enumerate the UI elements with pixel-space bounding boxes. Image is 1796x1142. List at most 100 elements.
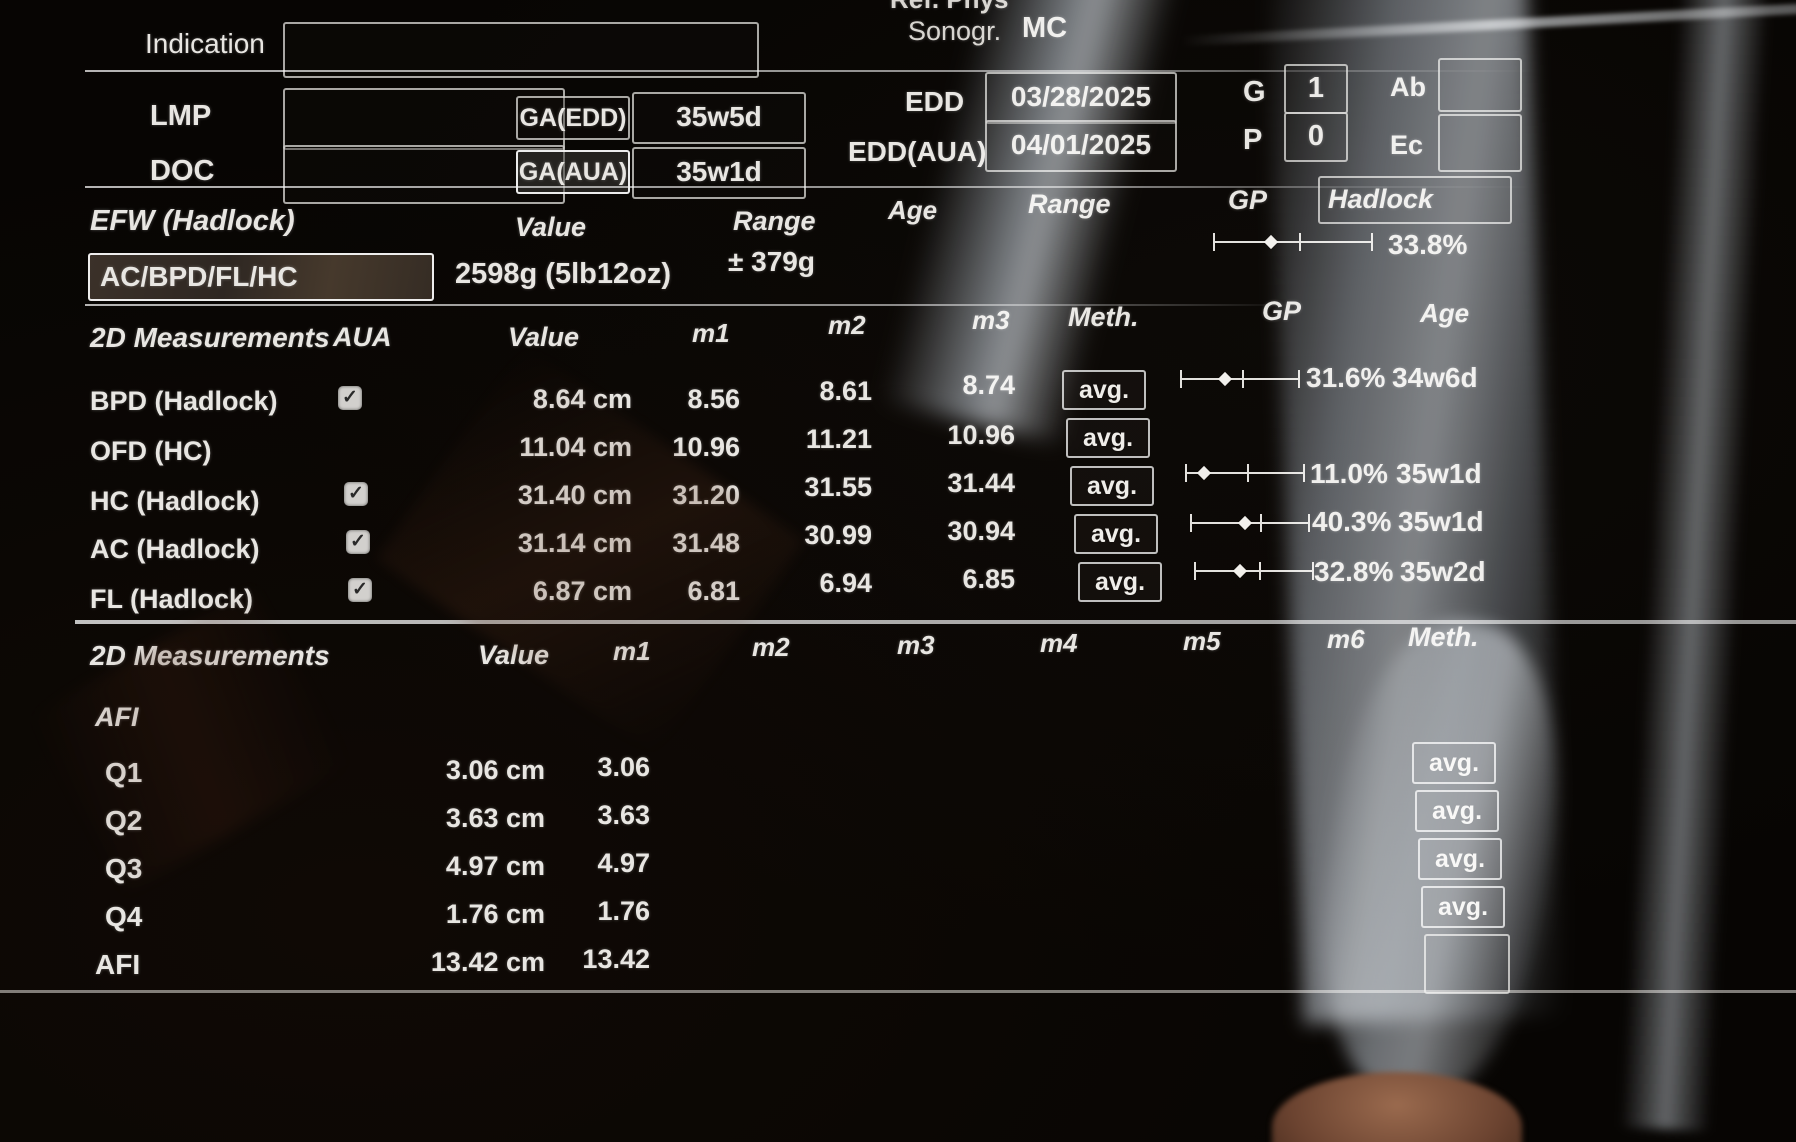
table1-col-gp: GP — [1262, 296, 1302, 326]
measurement-m2: 31.55 — [804, 472, 872, 502]
measurement-m1: 31.48 — [645, 528, 740, 559]
meth-avg-button[interactable]: avg. — [1066, 418, 1150, 458]
para-value-box[interactable]: 0 — [1284, 112, 1348, 162]
measurement-value: 3.63 cm — [445, 803, 545, 833]
measurement-value: 31.14 cm — [420, 528, 632, 559]
measurement-row-label: AFI — [95, 949, 141, 980]
table2-col-m4: m4 — [1040, 628, 1078, 658]
smudge-artifact — [27, 588, 353, 892]
meth-avg-button[interactable]: avg. — [1421, 886, 1505, 928]
divider — [75, 620, 1796, 624]
ga-aua-value: 35w1d — [676, 156, 762, 187]
measurement-m1: 4.97 — [597, 848, 650, 878]
edd-aua-label: EDD(AUA) — [848, 136, 987, 167]
efw-gp-percentile-icon — [1213, 231, 1373, 253]
measurement-m2: 8.61 — [819, 376, 872, 406]
measurement-value: 1.76 cm — [445, 899, 545, 929]
ref-phys-label: Ref. Phys — [890, 0, 1009, 15]
ec-label: Ec — [1390, 130, 1424, 160]
measurement-value: 4.97 cm — [445, 851, 545, 881]
measurement-m1: 10.96 — [672, 432, 740, 462]
meth-avg-button[interactable]: avg. — [1062, 370, 1146, 410]
efw-col-gp: GP — [1228, 185, 1268, 215]
glare-overlay — [1180, 3, 1796, 47]
measurement-m1: 6.81 — [645, 576, 740, 607]
measurement-value: 6.87 cm — [420, 576, 632, 607]
aua-checkbox[interactable]: ✓ — [338, 386, 362, 410]
measurement-m1: 3.63 — [597, 800, 650, 830]
table1-col-aua: AUA — [333, 322, 392, 352]
measurement-row-label: Q3 — [105, 853, 143, 884]
gravida-value-box[interactable]: 1 — [1284, 64, 1348, 114]
ab-label: Ab — [1390, 72, 1426, 102]
efw-col-range2: Range — [1028, 189, 1111, 219]
measurement-m2: 30.99 — [804, 520, 872, 550]
aua-checkbox[interactable]: ✓ — [346, 530, 370, 554]
meth-avg-button[interactable]: avg. — [1412, 742, 1496, 784]
aua-checkbox[interactable]: ✓ — [348, 578, 372, 602]
table1-col-m1: m1 — [692, 318, 730, 348]
sonographer-value: MC — [1022, 12, 1068, 44]
para-value: 0 — [1307, 120, 1325, 152]
measurement-m3: 8.74 — [962, 370, 1015, 400]
sonographer-label: Sonogr. — [908, 16, 1002, 46]
efw-range-value: ± 379g — [728, 246, 815, 277]
edd-value-box: 03/28/2025 — [985, 72, 1177, 124]
measurement-row-label: OFD (HC) — [90, 436, 212, 466]
table2-col-m6: m6 — [1327, 624, 1365, 654]
measurement-value: 11.04 cm — [420, 432, 632, 463]
gp-percentile-icon — [1190, 512, 1310, 534]
measurement-m3: 31.44 — [947, 468, 1015, 498]
table1-col-meth: Meth. — [1068, 302, 1139, 332]
glare-overlay — [1619, 0, 1771, 1132]
table2-title: 2D Measurements — [90, 640, 330, 671]
ga-aua-label: GA(AUA) — [518, 158, 628, 186]
efw-row-selected[interactable]: AC/BPD/FL/HC — [88, 253, 434, 301]
indication-input[interactable] — [283, 22, 759, 78]
edd-aua-value-box: 04/01/2025 — [985, 120, 1177, 172]
aua-checkbox[interactable]: ✓ — [344, 482, 368, 506]
meth-avg-button[interactable]: avg. — [1418, 838, 1502, 880]
gp-percent: 40.3% — [1312, 506, 1392, 537]
measurement-m1: 31.20 — [645, 480, 740, 511]
measurement-value: 31.40 cm — [420, 480, 632, 511]
table2-col-m3: m3 — [897, 630, 935, 660]
measurement-m2: 11.21 — [805, 424, 872, 454]
fingertip-artifact — [1272, 1072, 1522, 1142]
ec-value-box[interactable] — [1438, 114, 1522, 172]
measurement-value: 8.64 cm — [420, 384, 632, 415]
measurement-m1: 1.76 — [597, 896, 650, 926]
gp-percentile-icon — [1180, 368, 1300, 390]
gravida-label: G — [1243, 76, 1266, 108]
gp-percent: 11.0% — [1310, 458, 1388, 489]
meth-avg-button[interactable]: avg. — [1074, 514, 1158, 554]
edd-aua-value: 04/01/2025 — [1010, 129, 1152, 160]
measurement-row-label: BPD (Hadlock) — [90, 386, 278, 416]
divider — [0, 990, 1796, 993]
edd-label: EDD — [905, 86, 965, 117]
efw-method-button[interactable]: Hadlock — [1318, 176, 1512, 224]
measurement-m2: 6.94 — [819, 568, 872, 598]
measurement-row-label: FL (Hadlock) — [90, 584, 254, 614]
divider — [85, 70, 1535, 72]
meth-avg-button[interactable]: avg. — [1415, 790, 1499, 832]
ga-edd-button[interactable]: GA(EDD) — [516, 96, 630, 140]
measurement-age: 35w2d — [1400, 556, 1486, 587]
efw-row-label: AC/BPD/FL/HC — [100, 261, 298, 292]
table1-col-m2: m2 — [828, 310, 866, 340]
meth-avg-button[interactable]: avg. — [1078, 562, 1162, 602]
gp-percent: 31.6% — [1306, 362, 1386, 393]
meth-avg-button[interactable]: avg. — [1070, 466, 1154, 506]
measurement-row-label: HC (Hadlock) — [90, 486, 260, 516]
efw-col-range: Range — [733, 206, 816, 236]
measurement-row-label: AC (Hadlock) — [90, 534, 260, 564]
ab-value-box[interactable] — [1438, 58, 1522, 112]
measurement-value: 3.06 cm — [445, 755, 545, 785]
measurement-row-label: Q1 — [105, 757, 143, 788]
meth-empty-box[interactable] — [1424, 934, 1510, 994]
divider — [85, 186, 1530, 188]
gp-percentile-icon — [1194, 560, 1314, 582]
table1-col-value: Value — [508, 322, 580, 352]
table2-col-m5: m5 — [1183, 626, 1221, 656]
